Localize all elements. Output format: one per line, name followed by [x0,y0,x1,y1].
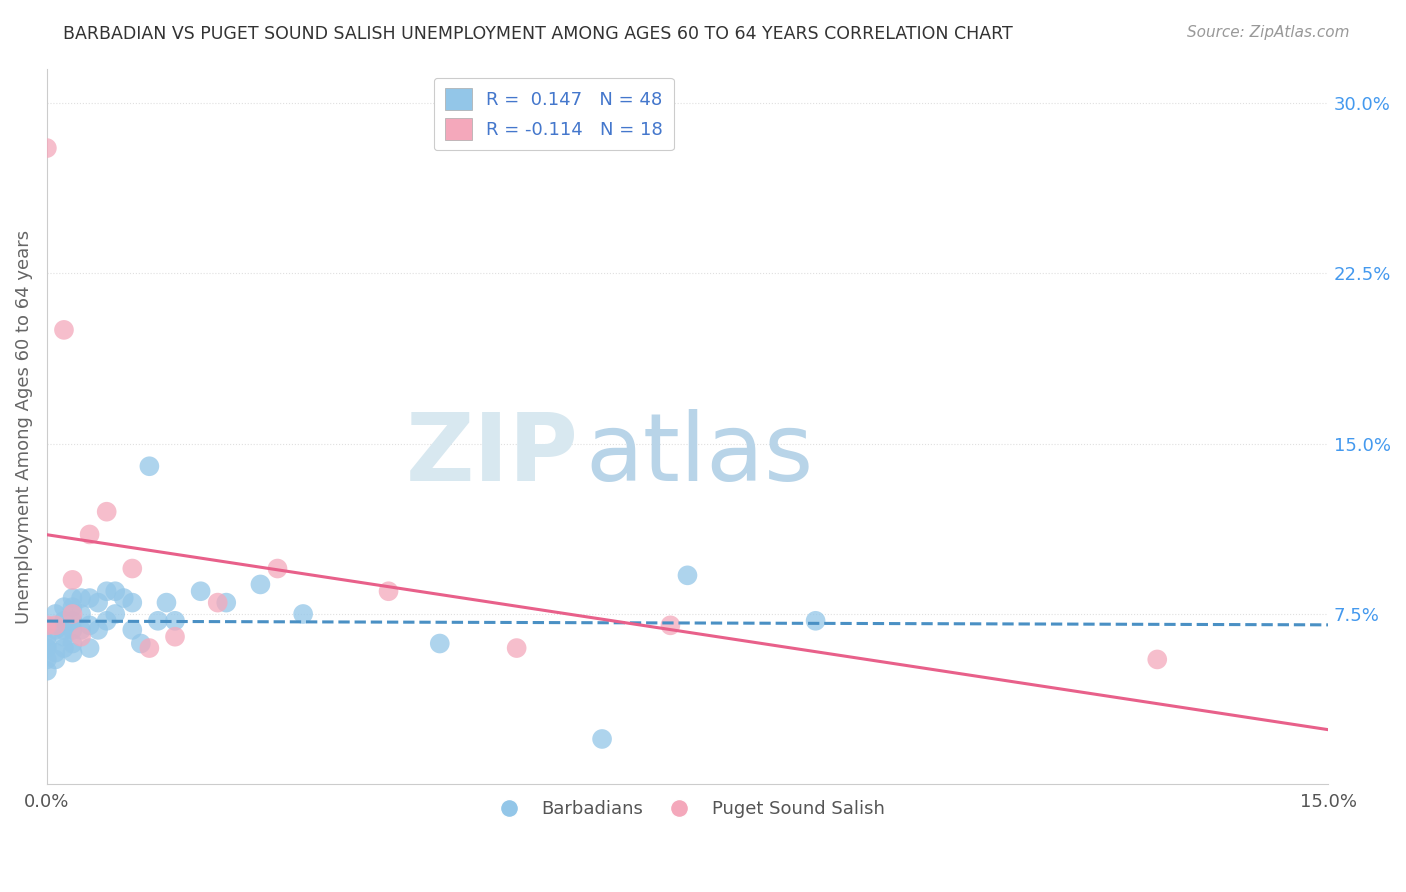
Point [52,600,75,615]
Point [104,607,127,621]
Point [79,618,101,632]
Point [121,596,143,610]
Point [676,568,699,582]
Text: atlas: atlas [585,409,813,501]
Point [62,591,84,605]
Point [292,607,315,621]
Point [35,664,58,678]
Point [70,630,93,644]
Point [62,623,84,637]
Point [52,614,75,628]
Point [190,584,212,599]
Point [44,646,66,660]
Point [96,584,118,599]
Point [804,614,827,628]
Point [87,623,110,637]
Point [62,614,84,628]
Text: Source: ZipAtlas.com: Source: ZipAtlas.com [1187,25,1350,40]
Point [138,641,160,656]
Point [146,614,169,628]
Point [70,591,93,605]
Text: ZIP: ZIP [406,409,579,501]
Point [591,731,613,746]
Point [1146,652,1168,666]
Point [44,652,66,666]
Point [52,623,75,637]
Point [505,641,527,656]
Point [163,630,186,644]
Point [129,636,152,650]
Legend: Barbadians, Puget Sound Salish: Barbadians, Puget Sound Salish [484,793,891,825]
Point [104,584,127,599]
Point [44,607,66,621]
Point [429,636,451,650]
Point [44,618,66,632]
Point [207,596,229,610]
Point [35,636,58,650]
Point [62,607,84,621]
Point [215,596,238,610]
Point [377,584,399,599]
Point [70,623,93,637]
Point [138,459,160,474]
Point [35,141,58,155]
Point [121,623,143,637]
Point [163,614,186,628]
Text: BARBADIAN VS PUGET SOUND SALISH UNEMPLOYMENT AMONG AGES 60 TO 64 YEARS CORRELATI: BARBADIAN VS PUGET SOUND SALISH UNEMPLOY… [63,25,1012,43]
Point [266,561,288,575]
Point [52,323,75,337]
Point [121,561,143,575]
Point [79,527,101,541]
Point [35,641,58,656]
Point [112,591,135,605]
Point [62,646,84,660]
Point [35,630,58,644]
Point [44,623,66,637]
Point [87,596,110,610]
Point [35,652,58,666]
Point [70,607,93,621]
Point [659,618,682,632]
Point [52,641,75,656]
Point [79,591,101,605]
Point [52,630,75,644]
Point [62,636,84,650]
Point [62,573,84,587]
Point [96,614,118,628]
Point [79,641,101,656]
Point [35,618,58,632]
Y-axis label: Unemployment Among Ages 60 to 64 years: Unemployment Among Ages 60 to 64 years [15,229,32,624]
Point [249,577,271,591]
Point [155,596,177,610]
Point [96,505,118,519]
Point [62,600,84,615]
